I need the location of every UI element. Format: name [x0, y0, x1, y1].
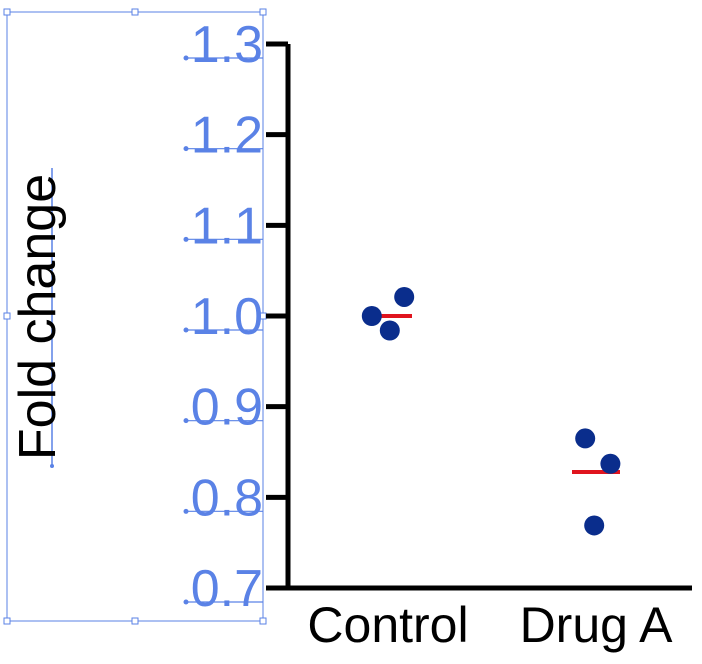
label-anchor-point — [183, 327, 189, 333]
selection-handle[interactable] — [3, 312, 11, 320]
y-tick-label: 1.0 — [191, 288, 263, 346]
data-point — [394, 286, 415, 307]
axes — [285, 44, 692, 591]
selection-box[interactable] — [3, 8, 267, 625]
label-anchor-point — [183, 599, 189, 605]
label-anchor-point — [183, 418, 189, 424]
label-anchor-point — [183, 508, 189, 514]
x-tick-label: Drug A — [520, 597, 674, 653]
y-tick-label: 0.9 — [191, 379, 263, 437]
data-point — [584, 515, 605, 536]
label-anchor-point — [183, 146, 189, 152]
selection-handle[interactable] — [3, 8, 11, 16]
y-tick-label: 0.7 — [191, 560, 263, 618]
data-point — [600, 453, 621, 474]
data-point — [379, 320, 400, 341]
y-tick-label: 1.2 — [191, 107, 263, 165]
label-anchor-point — [183, 55, 189, 61]
selection-handle[interactable] — [259, 8, 267, 16]
text-anchor-point — [50, 464, 54, 468]
y-axis-title: Fold change — [9, 174, 67, 460]
data-point — [361, 306, 382, 326]
selection-handle[interactable] — [131, 8, 139, 16]
selection-handle[interactable] — [3, 617, 11, 625]
mean-lines — [364, 314, 620, 474]
data-points — [361, 286, 621, 536]
x-tick-labels: Control Drug A — [307, 597, 673, 653]
y-ticks: 1.3 1.2 1.1 1.0 0.9 0.8 0.7 — [183, 16, 288, 618]
y-tick-label: 0.8 — [191, 469, 263, 527]
label-anchor-point — [183, 236, 189, 242]
y-tick-label: 1.1 — [191, 197, 263, 255]
x-tick-label: Control — [307, 597, 468, 653]
selection-handle[interactable] — [259, 617, 267, 625]
y-tick-label: 1.3 — [191, 16, 263, 74]
data-point — [575, 428, 596, 449]
selection-handle[interactable] — [131, 617, 139, 625]
